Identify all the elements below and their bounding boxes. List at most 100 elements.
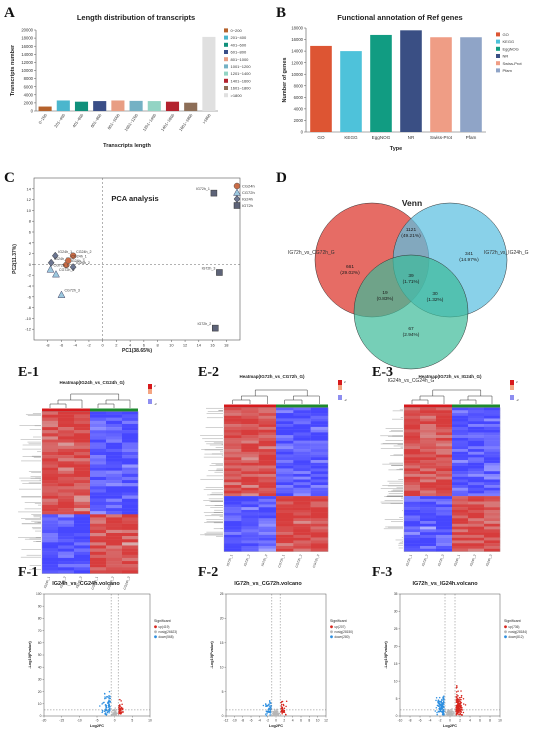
heatmap-cell [468, 462, 485, 466]
up-point [456, 684, 458, 687]
heatmap-cell [420, 443, 437, 447]
heatmap-cell [106, 508, 123, 512]
heatmap-cell [224, 473, 242, 477]
heatmap-cell [420, 446, 437, 450]
heatmap-cell [106, 423, 123, 428]
heatmap-cell [293, 457, 311, 461]
heatmap-cell [106, 514, 123, 518]
x-tick-label: 1001~1200 [123, 112, 139, 132]
heatmap-cell [258, 482, 277, 486]
heatmap-cell [468, 454, 485, 458]
legend-label: 1601~1800 [231, 86, 252, 91]
heatmap-cell [276, 451, 294, 455]
heatmap-cell [74, 508, 91, 512]
legend-marker [233, 188, 241, 196]
x-tick-label: 8 [156, 343, 159, 348]
heatmap-cell [241, 413, 259, 417]
nosig-point [273, 708, 276, 711]
heatmap-cell [258, 548, 277, 552]
sample-label: IG24h_2 [469, 554, 477, 567]
heatmap-cell [276, 501, 294, 505]
heatmap-cell [122, 520, 139, 524]
heatmap-cell [436, 437, 453, 441]
heatmap-cell [58, 423, 75, 428]
y-tick-label: 0 [29, 262, 32, 267]
heatmap-cell [74, 411, 91, 415]
heatmap-cell [258, 454, 277, 458]
nosig-point [275, 713, 278, 716]
nosig-point [113, 709, 116, 711]
bar [38, 106, 52, 111]
heatmap-cell [106, 470, 123, 475]
sample-label: CG72h_2 [295, 554, 304, 568]
heatmap-cell [452, 465, 469, 469]
heatmap-cell [420, 509, 437, 513]
heatmap-cell [276, 465, 294, 469]
heatmap-cell [293, 451, 311, 455]
x-tick-label: 0 [449, 719, 451, 723]
sample-label: IG72h_3 [437, 554, 445, 567]
up-point [280, 705, 283, 707]
color-scale-min: -2 [344, 398, 347, 402]
heatmap-cell [42, 445, 59, 450]
heatmap-cell [106, 511, 123, 515]
heatmap-cell [90, 414, 107, 418]
panel-label-f2: F-2 [198, 565, 218, 580]
y-tick-label: 12000 [21, 60, 33, 65]
heatmap-cell [310, 468, 329, 472]
heatmap-cell [90, 439, 107, 443]
heatmap-cell [310, 424, 329, 428]
heatmap-cell [484, 440, 501, 444]
heatmap-cell [484, 482, 501, 486]
heatmap-cell [436, 426, 453, 430]
plot-frame [43, 593, 151, 717]
heatmap-cell [241, 543, 259, 547]
up-point [456, 693, 458, 696]
heatmap-cell [452, 501, 469, 505]
heatmap-cell [42, 467, 59, 471]
venn-region-count: 19 [382, 290, 388, 296]
heatmap-cell [58, 483, 75, 487]
heatmap-cell [310, 482, 329, 486]
heatmap-cell [404, 479, 421, 483]
heatmap-cell [436, 509, 453, 513]
y-tick-label: 10000 [291, 72, 303, 77]
up-point [459, 700, 462, 703]
heatmap-cell [258, 526, 277, 530]
nosig-point [111, 712, 113, 714]
heatmap-cell [404, 507, 421, 511]
heatmap-cell [293, 501, 311, 505]
heatmap-cell [310, 523, 329, 527]
legend-swatch [224, 50, 228, 54]
heatmap-cell [42, 508, 59, 512]
heatmap-cell [241, 462, 259, 466]
down-point [264, 713, 267, 715]
legend-swatch [224, 28, 228, 33]
heatmap-cell [452, 543, 469, 547]
color-scale-max: 2 [344, 380, 346, 384]
down-point [270, 704, 272, 707]
y-tick-label: 50 [38, 653, 42, 657]
sample-label: IG72h_1 [226, 554, 234, 567]
heatmap-cell [484, 540, 501, 544]
down-point [109, 697, 112, 700]
up-point [285, 705, 287, 708]
nosig-point [447, 708, 450, 711]
heatmap-cell [224, 532, 242, 536]
color-scale-min: -2 [154, 402, 157, 406]
heatmap-cell [224, 410, 242, 414]
heatmap-cell [224, 515, 242, 519]
x-tick-label: 4 [469, 719, 471, 723]
heatmap-cell [404, 418, 421, 422]
color-scale-step [338, 385, 342, 390]
x-tick-label: -10 [232, 719, 237, 723]
heatmap-cell [276, 543, 294, 547]
y-tick-label: 2000 [24, 101, 34, 106]
heatmap-cell [90, 570, 107, 574]
heatmap-cell [484, 526, 501, 530]
heatmap-cell [258, 432, 277, 436]
heatmap-cell [468, 512, 485, 516]
down-point [104, 697, 106, 700]
heatmap-cell [241, 521, 259, 525]
heatmap-cell [241, 485, 259, 489]
